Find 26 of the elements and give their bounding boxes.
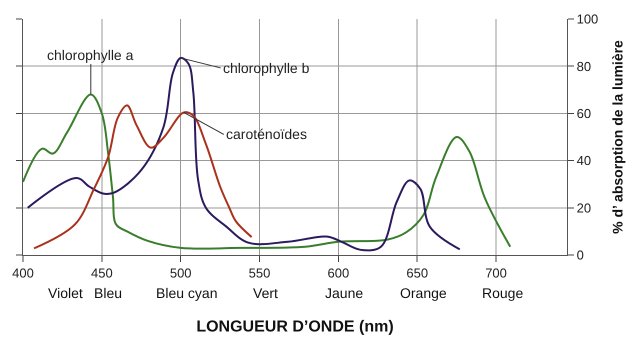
text: Bleu — [94, 285, 122, 301]
x-tick-label: 600 — [328, 266, 350, 281]
line-series — [23, 94, 512, 250]
text: Orange — [400, 285, 447, 301]
y-tick-label: 60 — [576, 106, 592, 121]
text: Violet — [48, 285, 83, 301]
series-label: caroténoïdes — [226, 126, 307, 142]
x-axis-title: LONGUEUR D’ONDE (nm) — [196, 318, 394, 336]
x-tick-label: 700 — [485, 266, 507, 281]
x-tick-label: 500 — [170, 266, 192, 281]
y-axis-title: % d’ absorption de la lumière — [610, 40, 626, 234]
y-tick-label: 20 — [576, 200, 592, 216]
x-tick-label: 450 — [90, 266, 113, 281]
x-tick-label: 550 — [248, 266, 270, 281]
y-tick-label: 40 — [576, 153, 592, 168]
y-tick-label: 0 — [576, 248, 584, 263]
text: chlorophylle a — [47, 47, 134, 63]
text: Vert — [253, 285, 278, 301]
x-tick-label: 650 — [406, 266, 428, 281]
x-tick-label: 400 — [12, 266, 34, 281]
text: Jaune — [325, 285, 364, 301]
text: chlorophylle b — [223, 60, 310, 76]
text: Rouge — [482, 285, 524, 301]
text: Bleu cyan — [156, 285, 218, 301]
y-tick-label: 100 — [576, 12, 598, 27]
y-tick-label: 80 — [576, 58, 592, 74]
